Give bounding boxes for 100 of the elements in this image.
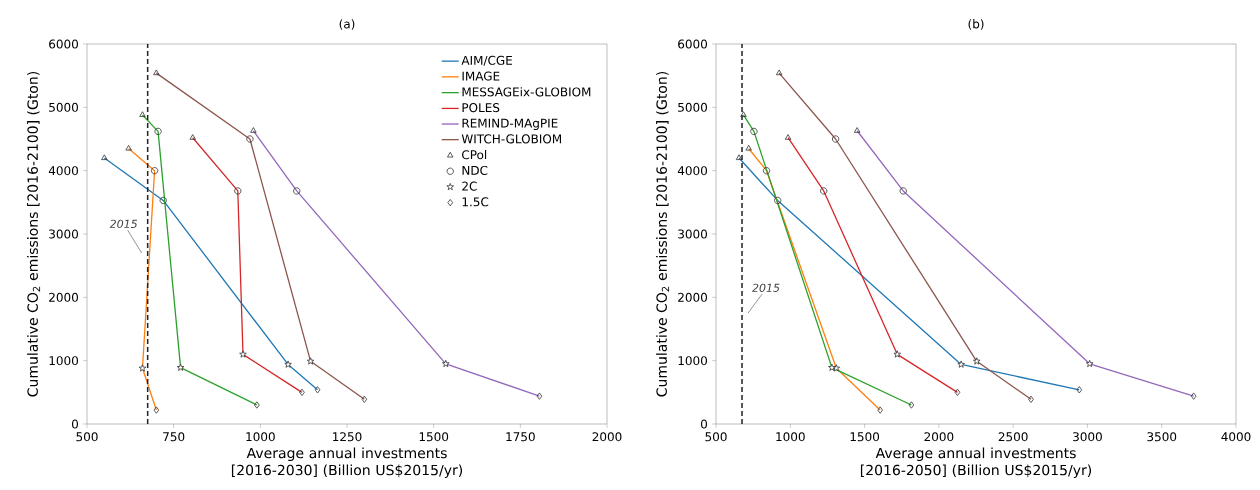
point xyxy=(234,187,242,195)
y-tick-label: 0 xyxy=(71,419,79,429)
x-tick-label: 2500 xyxy=(998,432,1028,442)
legend-label: MESSAGEix-GLOBIOM xyxy=(462,87,591,97)
point xyxy=(101,154,108,160)
point xyxy=(775,69,783,76)
point xyxy=(189,134,196,140)
x-tick-label: 1000 xyxy=(246,432,275,442)
legend-label: 1.5C xyxy=(462,197,489,207)
point xyxy=(239,350,247,358)
point xyxy=(877,406,883,414)
legend-label: POLES xyxy=(462,103,500,113)
point xyxy=(442,359,450,368)
line-series xyxy=(856,130,1195,397)
point xyxy=(828,363,836,371)
annotation: 2015 xyxy=(752,283,780,292)
y-tick-label: 1000 xyxy=(49,356,78,366)
line-series xyxy=(192,137,303,393)
point xyxy=(314,386,321,394)
point xyxy=(853,127,861,133)
point xyxy=(908,401,915,409)
point xyxy=(299,388,305,396)
line-series xyxy=(742,114,913,406)
point xyxy=(893,350,902,358)
point xyxy=(151,167,159,175)
y-tick-label: 5000 xyxy=(49,102,78,112)
point xyxy=(899,187,907,195)
point xyxy=(1190,392,1197,400)
y-tick-label: 3000 xyxy=(49,229,78,239)
y-tick-label: 3000 xyxy=(678,229,708,239)
y-tick-label: 6000 xyxy=(49,39,78,49)
y-tick-label: 4000 xyxy=(48,166,78,176)
point xyxy=(762,167,771,175)
y-tick-label: 0 xyxy=(700,419,708,429)
x-tick-label: 4000 xyxy=(1221,432,1251,442)
point xyxy=(138,364,147,372)
legend-label: REMIND-MAgPIE xyxy=(462,118,558,131)
point xyxy=(1076,386,1083,394)
line-series xyxy=(787,137,959,393)
point xyxy=(1028,395,1034,403)
y-axis-title: Cumulative CO$_{2}$ emissions [2016-2100] (Gton) xyxy=(656,71,670,397)
point xyxy=(125,144,132,151)
annotation: 2015 xyxy=(109,219,138,228)
point xyxy=(745,144,752,151)
line-series xyxy=(141,114,258,406)
x-tick-label: 500 xyxy=(705,432,727,442)
x-axis-title: Average annual investments [2016-2030] (Billion US$2015/yr) xyxy=(231,447,463,479)
x-tick-label: 1500 xyxy=(419,432,449,442)
point xyxy=(153,406,160,414)
y-tick-label: 2000 xyxy=(678,292,708,302)
point xyxy=(832,135,840,143)
legend-label: WITCH-GLOBIOM xyxy=(461,134,561,144)
x-tick-label: 750 xyxy=(163,432,185,442)
y-tick-label: 6000 xyxy=(678,39,708,49)
point xyxy=(957,360,965,368)
point xyxy=(159,196,167,205)
x-tick-label: 1500 xyxy=(850,432,880,442)
x-tick-label: 3500 xyxy=(1147,432,1177,442)
x-axis-title: Average annual investments [2016-2050] (Billion US$2015/yr) xyxy=(860,447,1092,479)
line-series xyxy=(738,157,1080,391)
point xyxy=(973,357,981,365)
point xyxy=(740,111,747,117)
point xyxy=(735,154,743,160)
point xyxy=(1085,359,1094,368)
point xyxy=(254,401,260,409)
point xyxy=(293,187,301,195)
point xyxy=(954,388,961,396)
x-tick-label: 1000 xyxy=(776,432,805,442)
point xyxy=(820,187,828,195)
point xyxy=(750,127,758,135)
point xyxy=(284,360,292,368)
point xyxy=(250,127,257,133)
point xyxy=(774,196,782,205)
x-tick-label: 500 xyxy=(76,432,98,442)
line-series xyxy=(748,147,881,411)
line-series xyxy=(103,157,319,391)
point xyxy=(153,69,160,76)
x-tick-label: 2000 xyxy=(592,432,622,442)
point xyxy=(361,395,368,403)
point xyxy=(139,111,146,117)
x-tick-label: 2000 xyxy=(924,432,954,442)
x-tick-label: 3000 xyxy=(1073,432,1102,442)
y-tick-label: 5000 xyxy=(678,102,708,112)
y-axis-title: Cumulative CO$_{2}$ emissions [2016-2100] (Gton) xyxy=(27,71,41,397)
point xyxy=(536,392,543,400)
point xyxy=(306,357,315,365)
point xyxy=(176,363,185,371)
legend-label: CPol xyxy=(462,149,487,160)
line-series xyxy=(155,72,365,400)
chart-title: (b) xyxy=(968,19,984,30)
y-tick-label: 2000 xyxy=(49,292,78,302)
legend-label: NDC xyxy=(462,165,488,175)
legend-label: IMAGE xyxy=(462,71,500,81)
y-tick-label: 4000 xyxy=(677,166,708,176)
point xyxy=(154,127,162,135)
chart-title: (a) xyxy=(339,19,355,30)
point xyxy=(784,134,792,140)
line-series xyxy=(778,72,1032,400)
legend-label: AIM/CGE xyxy=(461,55,513,66)
x-tick-label: 1750 xyxy=(506,432,535,442)
